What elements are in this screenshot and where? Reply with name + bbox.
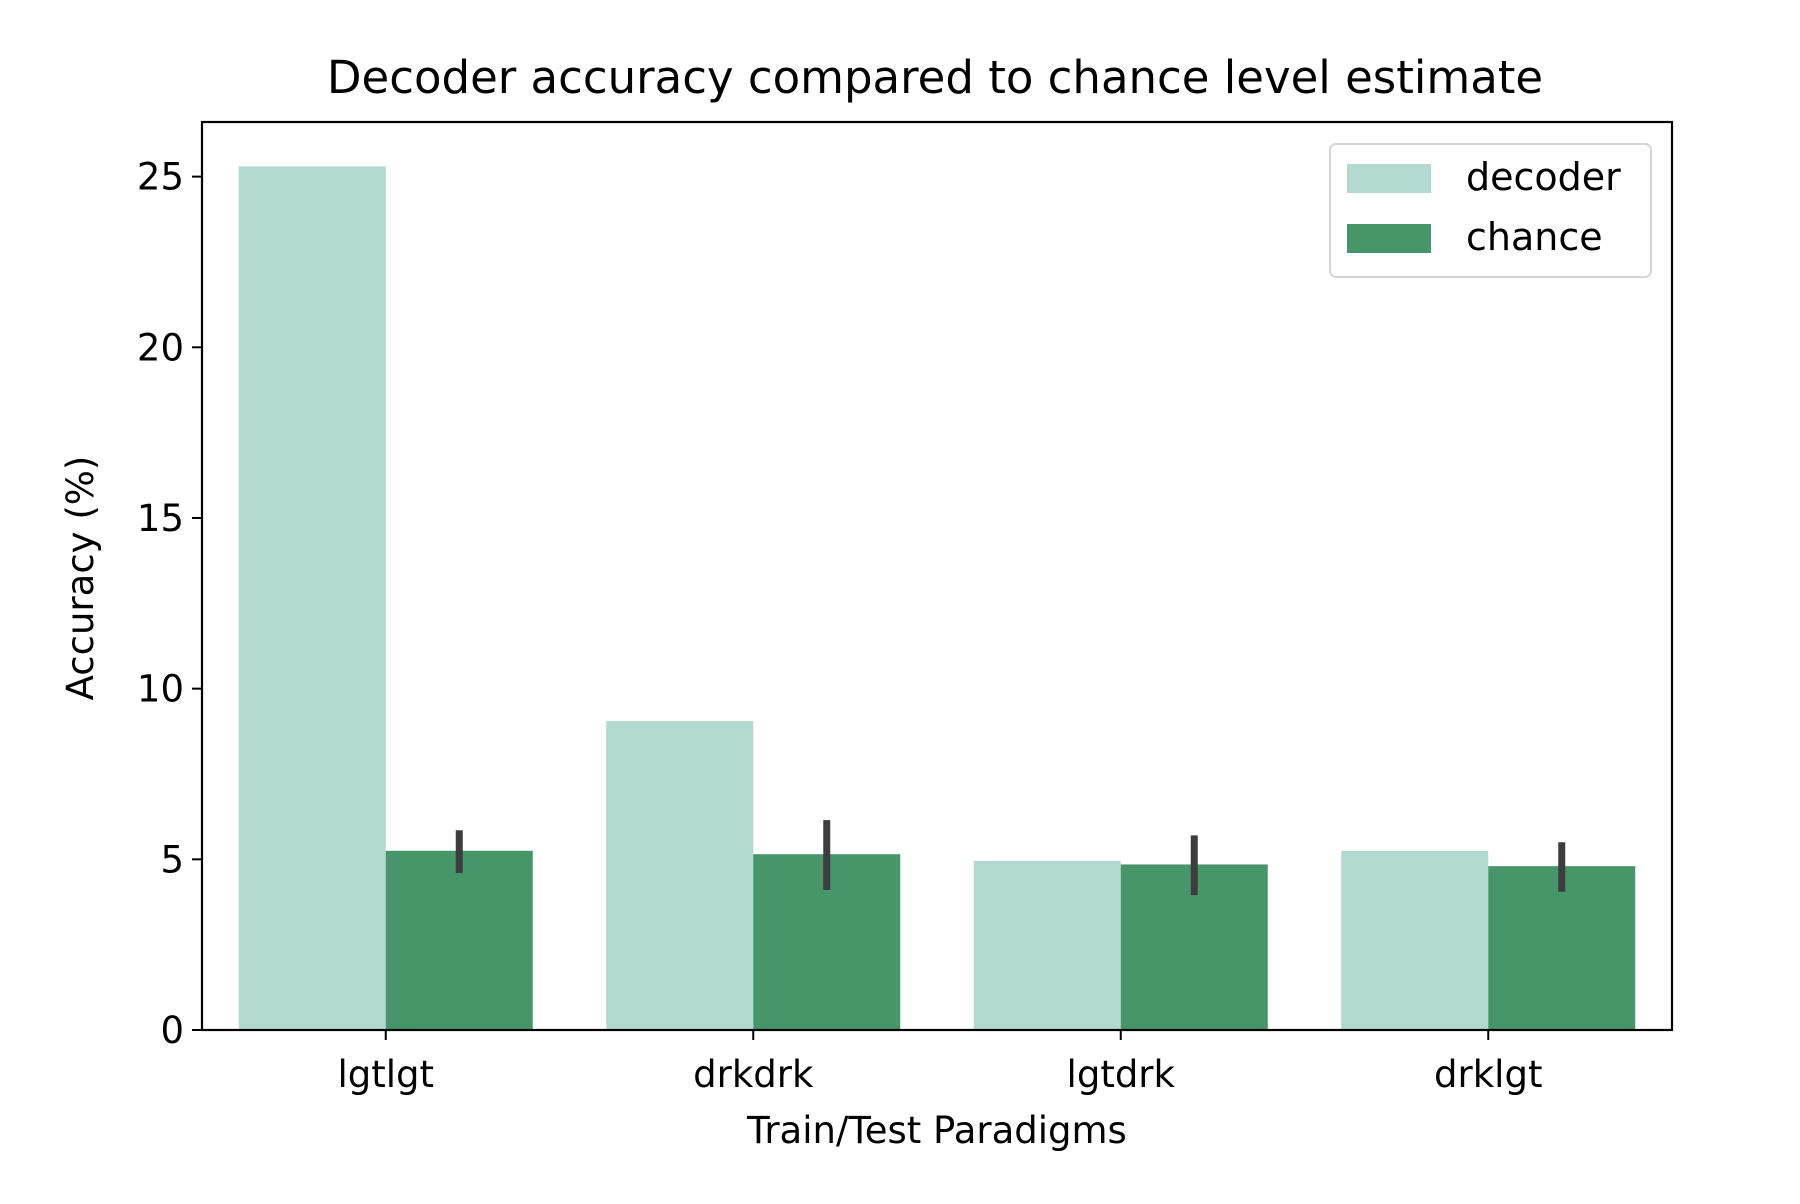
legend-swatch-chance [1347, 224, 1431, 253]
bar-decoder-lgtdrk [973, 861, 1121, 1030]
legend-swatch-decoder [1347, 164, 1431, 193]
x-tick-label-drklgt: drklgt [1434, 1053, 1542, 1096]
chart-title: Decoder accuracy compared to chance leve… [327, 51, 1543, 104]
x-tick-label-drkdrk: drkdrk [693, 1053, 814, 1096]
bar-decoder-drklgt [1341, 850, 1489, 1030]
error-bars-layer [455, 820, 1566, 896]
y-tick-label-0: 0 [160, 1009, 184, 1052]
legend-label-decoder: decoder [1466, 155, 1621, 199]
ticks-layer: 0 5 10 15 20 25 lgtlgt drkdrk lgtdrk drklgt [137, 156, 1543, 1096]
y-axis-label: Accuracy (%) [59, 456, 102, 701]
y-tick-label-20: 20 [137, 326, 184, 369]
y-tick-label-25: 25 [137, 156, 184, 199]
bar-chance-lgtlgt [385, 850, 533, 1030]
legend: decoder chance [1329, 143, 1652, 278]
y-tick-label-10: 10 [137, 668, 184, 711]
bar-chance-drklgt [1488, 866, 1636, 1030]
x-tick-label-lgtdrk: lgtdrk [1067, 1053, 1176, 1096]
axes-layer [200, 120, 1674, 1032]
bars-layer [238, 166, 1636, 1030]
bar-decoder-drkdrk [606, 721, 754, 1030]
bar-decoder-lgtlgt [238, 166, 386, 1030]
x-axis-label: Train/Test Paradigms [746, 1109, 1127, 1152]
plot-frame [200, 120, 1674, 1032]
legend-label-chance: chance [1466, 215, 1603, 259]
y-tick-label-15: 15 [137, 497, 184, 540]
x-tick-label-lgtlgt: lgtlgt [337, 1053, 434, 1096]
y-tick-label-5: 5 [160, 838, 184, 881]
